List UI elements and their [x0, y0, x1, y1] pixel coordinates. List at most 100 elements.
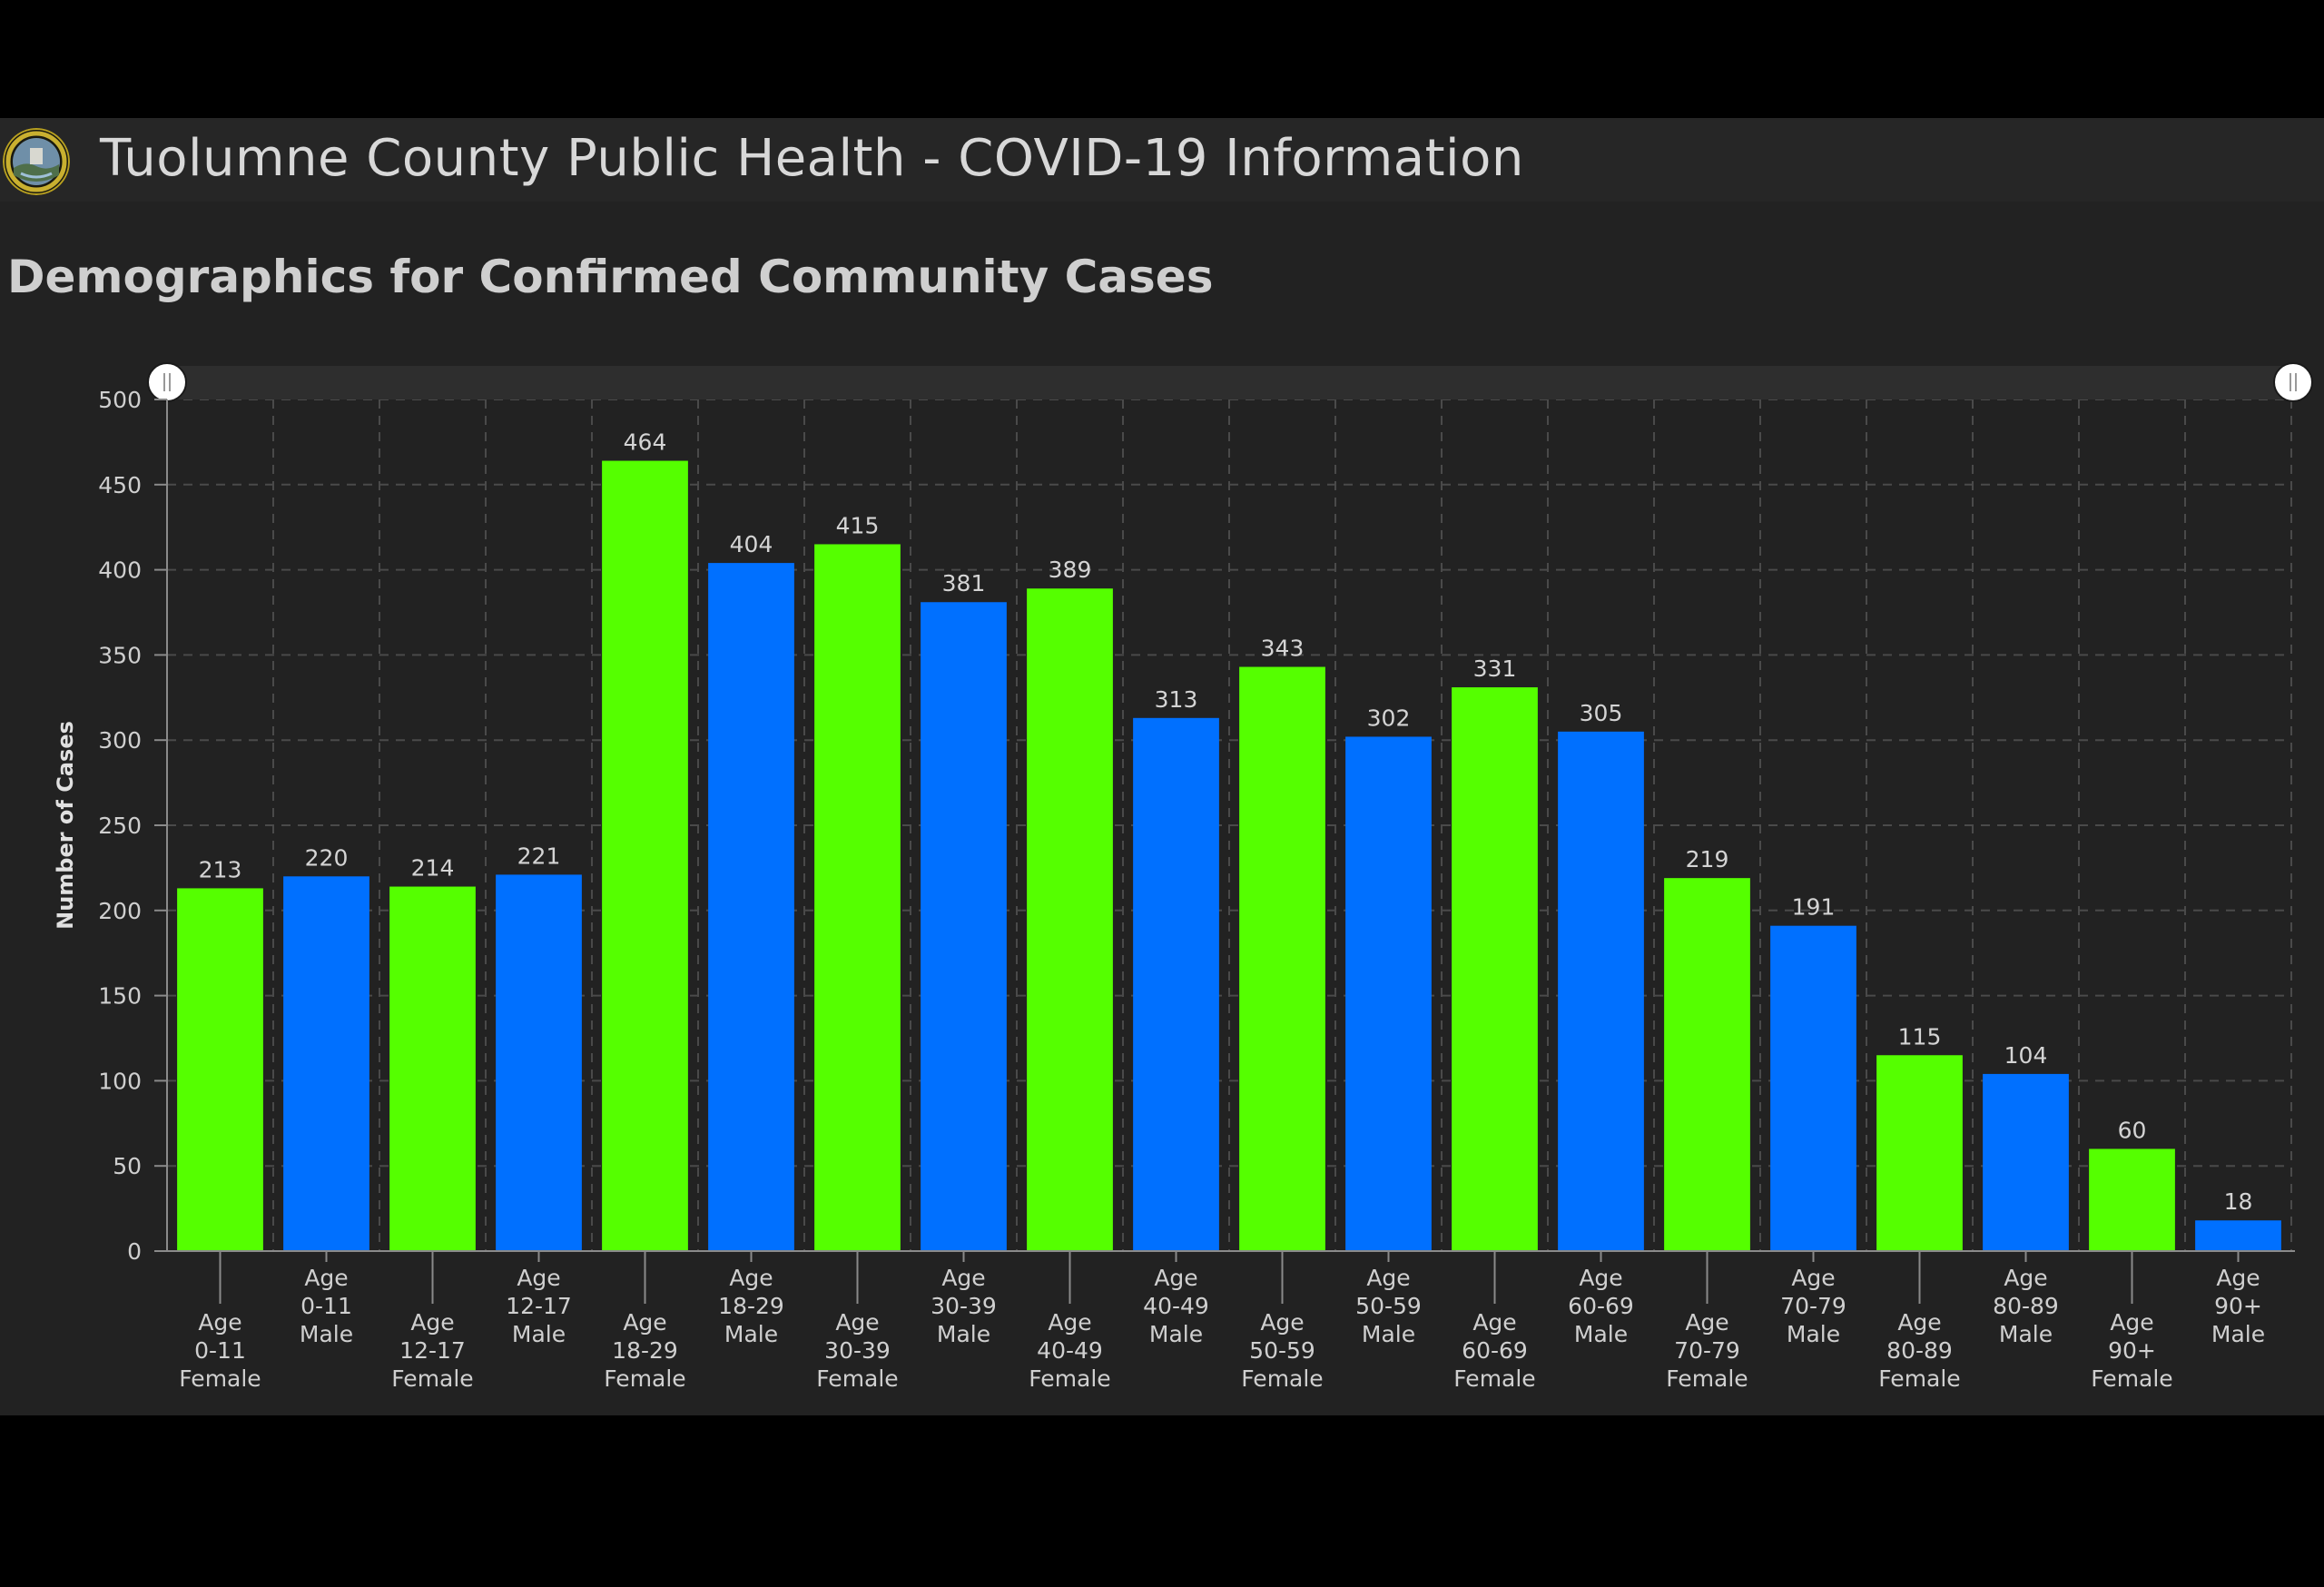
y-tick-label: 150: [98, 983, 142, 1010]
data-label: 191: [1792, 894, 1836, 921]
data-label: 302: [1367, 705, 1411, 731]
y-tick-label: 350: [98, 642, 142, 668]
x-tick-label: Male: [724, 1321, 778, 1347]
x-tick-label: Male: [1787, 1321, 1840, 1347]
bar[interactable]: [1770, 925, 1856, 1251]
x-tick-label: 80-89: [1993, 1293, 2059, 1319]
y-tick-label: 50: [113, 1153, 142, 1179]
bar[interactable]: [1239, 666, 1325, 1251]
x-tick-label: Male: [1362, 1321, 1415, 1347]
data-label: 415: [836, 512, 880, 538]
x-tick-label: Age: [2004, 1265, 2047, 1291]
chart-axes: [154, 399, 2295, 1304]
bar[interactable]: [921, 602, 1007, 1251]
x-tick-label: Male: [300, 1321, 353, 1347]
y-tick-label: 200: [98, 898, 142, 924]
bar[interactable]: [602, 460, 688, 1251]
x-tick-label: Age: [2216, 1265, 2260, 1291]
handle-grip-icon[interactable]: [2273, 362, 2313, 402]
x-tick-label: Male: [2211, 1321, 2265, 1347]
data-label: 464: [624, 429, 667, 456]
x-tick-label: 40-49: [1143, 1293, 1209, 1319]
bar[interactable]: [1133, 717, 1219, 1251]
bar[interactable]: [814, 544, 901, 1251]
x-tick-label: Age: [1366, 1265, 1410, 1291]
scroller-track[interactable]: [167, 366, 2295, 399]
scroller-handle-left[interactable]: [147, 362, 187, 402]
data-label: 214: [411, 855, 455, 882]
y-tick-label: 450: [98, 472, 142, 498]
x-tick-label: Age: [1791, 1265, 1835, 1291]
x-tick-label: Female: [1241, 1365, 1323, 1392]
data-label: 221: [517, 843, 561, 869]
x-tick-label: Female: [1666, 1365, 1748, 1392]
app-title: Tuolumne County Public Health - COVID-19…: [100, 129, 1524, 188]
y-tick-label: 0: [127, 1238, 142, 1265]
bar[interactable]: [1983, 1073, 2069, 1251]
bar[interactable]: [1664, 878, 1750, 1251]
x-tick-label: Age: [1685, 1309, 1728, 1336]
x-tick-label: Age: [623, 1309, 666, 1336]
x-tick-label: 80-89: [1886, 1337, 1953, 1364]
bar[interactable]: [2195, 1220, 2281, 1251]
county-seal-icon: [3, 128, 70, 195]
x-tick-label: Age: [2110, 1309, 2153, 1336]
data-label: 331: [1473, 656, 1517, 682]
x-tick-label: Male: [512, 1321, 566, 1347]
bar[interactable]: [177, 888, 263, 1251]
x-tick-label: 18-29: [612, 1337, 678, 1364]
bar[interactable]: [1876, 1055, 1963, 1251]
chart-grid: [167, 399, 2292, 1251]
data-label: 213: [199, 856, 242, 882]
y-tick-label: 400: [98, 557, 142, 584]
bar[interactable]: [496, 874, 582, 1251]
x-tick-label: 30-39: [824, 1337, 891, 1364]
chart-bars: [177, 460, 2281, 1251]
y-tick-label: 250: [98, 813, 142, 839]
x-tick-label: 12-17: [399, 1337, 466, 1364]
chart-scroller: [147, 362, 2313, 402]
bar[interactable]: [1345, 736, 1432, 1251]
x-tick-label: 30-39: [931, 1293, 997, 1319]
x-tick-label: Female: [1453, 1365, 1535, 1392]
app-header: [0, 118, 2324, 202]
bar[interactable]: [708, 563, 794, 1251]
data-label: 18: [2224, 1188, 2253, 1215]
x-tick-label: 0-11: [194, 1337, 246, 1364]
x-tick-label: Male: [937, 1321, 990, 1347]
x-tick-label: Female: [1029, 1365, 1110, 1392]
x-tick-label: Age: [1472, 1309, 1516, 1336]
data-label: 219: [1686, 846, 1729, 872]
x-tick-label: 18-29: [718, 1293, 784, 1319]
x-tick-label: Age: [1154, 1265, 1197, 1291]
bar[interactable]: [283, 876, 369, 1251]
x-tick-label: 40-49: [1037, 1337, 1103, 1364]
bar[interactable]: [1452, 687, 1538, 1251]
data-label: 305: [1580, 700, 1623, 726]
bar[interactable]: [389, 886, 476, 1251]
x-tick-label: Female: [391, 1365, 473, 1392]
data-label: 313: [1155, 686, 1198, 713]
x-tick-label: Male: [1574, 1321, 1628, 1347]
x-tick-label: Age: [517, 1265, 560, 1291]
y-axis-title: Number of Cases: [53, 721, 78, 930]
x-tick-label: 90+: [2214, 1293, 2262, 1319]
y-tick-label: 500: [98, 387, 142, 413]
data-label: 220: [305, 844, 349, 871]
chart-title: Demographics for Confirmed Community Cas…: [7, 251, 1214, 303]
x-tick-label: Age: [1048, 1309, 1091, 1336]
x-tick-label: 50-59: [1355, 1293, 1422, 1319]
x-tick-label: Age: [304, 1265, 348, 1291]
bar[interactable]: [1027, 588, 1113, 1251]
data-label: 381: [942, 570, 986, 596]
bar[interactable]: [2089, 1148, 2175, 1251]
bar[interactable]: [1558, 731, 1644, 1251]
y-tick-label: 300: [98, 727, 142, 754]
scroller-handle-right[interactable]: [2273, 362, 2313, 402]
x-tick-label: Age: [1897, 1309, 1941, 1336]
x-tick-label: 90+: [2108, 1337, 2156, 1364]
x-tick-label: Female: [1878, 1365, 1960, 1392]
x-tick-label: Female: [179, 1365, 261, 1392]
handle-grip-icon[interactable]: [147, 362, 187, 402]
x-tick-label: 70-79: [1674, 1337, 1740, 1364]
